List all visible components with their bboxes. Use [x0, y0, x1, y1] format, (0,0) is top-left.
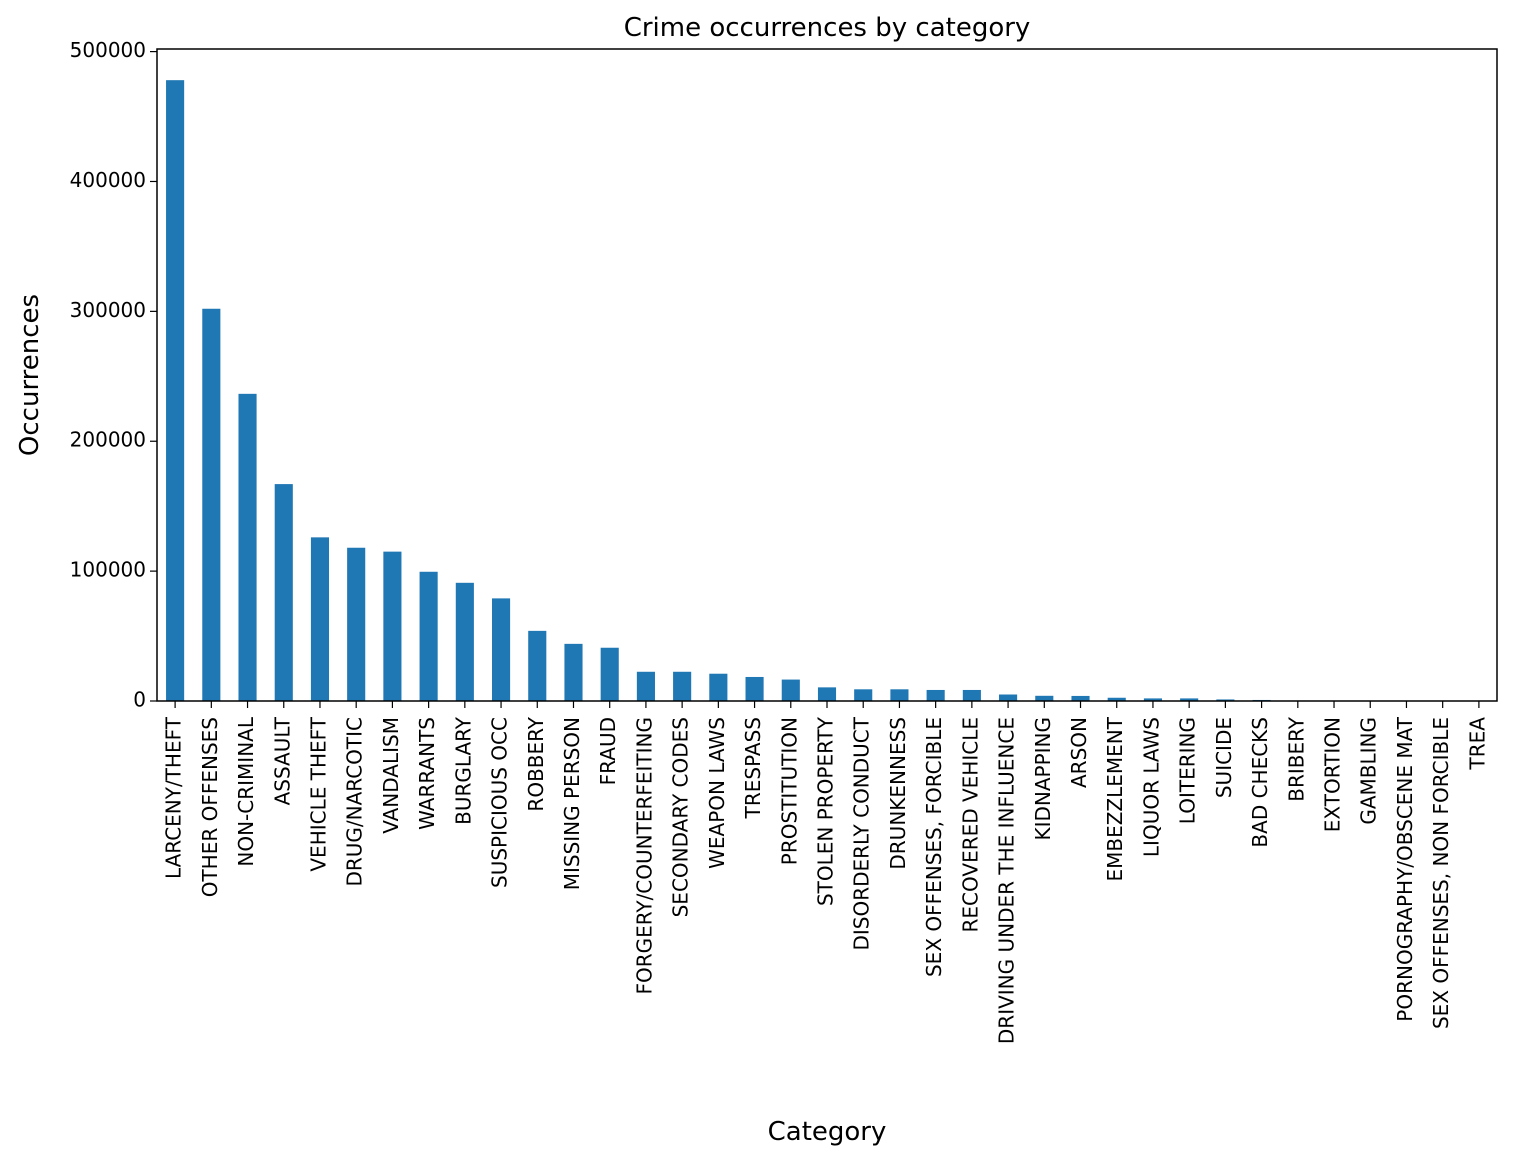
x-tick-label: BRIBERY: [1284, 716, 1308, 801]
y-tick-label: 100000: [70, 558, 146, 582]
y-tick-label: 0: [133, 688, 146, 712]
x-tick-label: PORNOGRAPHY/OBSCENE MAT: [1393, 716, 1417, 1021]
bar: [274, 484, 293, 701]
bar: [890, 689, 909, 701]
bar: [1107, 697, 1126, 701]
x-tick-label: LIQUOR LAWS: [1139, 717, 1163, 857]
x-tick-label: SECONDARY CODES: [669, 717, 693, 917]
x-tick-label: SUICIDE: [1212, 717, 1236, 798]
x-tick-label: ASSAULT: [270, 716, 294, 805]
y-axis-label: Occurrences: [15, 294, 45, 456]
bar: [238, 393, 257, 701]
bar: [1216, 699, 1235, 701]
x-tick-label: BURGLARY: [451, 716, 475, 825]
bar: [1071, 695, 1090, 701]
bar: [492, 598, 511, 701]
bar: [709, 673, 728, 701]
x-tick-label: LARCENY/THEFT: [162, 716, 186, 879]
x-tick-label: PROSTITUTION: [777, 717, 801, 865]
bar: [926, 689, 945, 701]
bar: [347, 547, 366, 701]
x-axis-label: Category: [768, 1117, 887, 1147]
x-tick-label: GAMBLING: [1357, 717, 1381, 825]
bar: [166, 80, 185, 701]
x-tick-label: ROBBERY: [524, 716, 548, 811]
bar: [999, 694, 1018, 701]
plot-frame: [156, 48, 1498, 702]
y-tick-label: 300000: [70, 298, 146, 322]
x-tick-label: WEAPON LAWS: [705, 717, 729, 869]
bar: [854, 689, 873, 701]
bar: [310, 537, 330, 701]
bar: [419, 571, 438, 701]
bar: [600, 647, 619, 701]
x-axis: LARCENY/THEFT OTHER OFFENSES NON-CRIMINAL A…: [162, 701, 1489, 1044]
x-tick-label: DRIVING UNDER THE INFLUENCE: [995, 717, 1019, 1044]
x-tick-label: LOITERING: [1176, 717, 1200, 824]
x-tick-label: RECOVERED VEHICLE: [958, 717, 982, 933]
y-tick-label: 200000: [70, 428, 146, 452]
x-tick-label: EXTORTION: [1321, 717, 1345, 832]
y-axis: 0 100000 200000 300000 400000 500000: [70, 38, 157, 712]
x-tick-label: STOLEN PROPERTY: [814, 716, 838, 906]
bar: [781, 679, 800, 701]
x-tick-label: TREA: [1465, 717, 1489, 771]
x-tick-label: SEX OFFENSES, NON FORCIBLE: [1429, 717, 1453, 1029]
bar: [455, 582, 474, 701]
bar: [636, 671, 655, 701]
x-tick-label: KIDNAPPING: [1031, 717, 1055, 841]
x-tick-label: DISORDERLY CONDUCT: [850, 716, 874, 950]
y-tick-label: 400000: [70, 168, 146, 192]
x-tick-label: BAD CHECKS: [1248, 717, 1272, 848]
x-tick-label: TRESPASS: [741, 717, 765, 819]
x-tick-label: SEX OFFENSES, FORCIBLE: [922, 717, 946, 977]
x-tick-label: DRUG/NARCOTIC: [343, 717, 367, 887]
bar: [1180, 698, 1199, 701]
x-tick-label: NON-CRIMINAL: [234, 716, 258, 866]
bar: [962, 689, 981, 701]
x-tick-label: OTHER OFFENSES: [198, 717, 222, 897]
x-tick-label: VEHICLE THEFT: [306, 716, 330, 871]
bar: [1035, 695, 1054, 701]
x-tick-label: DRUNKENNESS: [886, 717, 910, 870]
bar: [745, 676, 764, 701]
y-tick-label: 500000: [70, 38, 146, 62]
x-tick-label: SUSPICIOUS OCC: [488, 717, 512, 888]
bar: [1143, 698, 1162, 701]
x-tick-label: VANDALISM: [379, 717, 403, 834]
x-tick-label: EMBEZZLEMENT: [1103, 716, 1127, 881]
x-tick-label: MISSING PERSON: [560, 717, 584, 890]
x-tick-label: FORGERY/COUNTERFEITING: [632, 717, 656, 995]
bar: [673, 671, 692, 701]
chart-title: Crime occurrences by category: [624, 13, 1031, 43]
bars-group: [166, 80, 1488, 701]
bar: [817, 687, 837, 701]
bar: [564, 643, 583, 701]
bar: [528, 630, 547, 701]
bar: [202, 308, 221, 701]
x-tick-label: WARRANTS: [415, 717, 439, 830]
x-tick-label: FRAUD: [596, 717, 620, 785]
x-tick-label: ARSON: [1067, 717, 1091, 788]
bar: [383, 551, 402, 701]
